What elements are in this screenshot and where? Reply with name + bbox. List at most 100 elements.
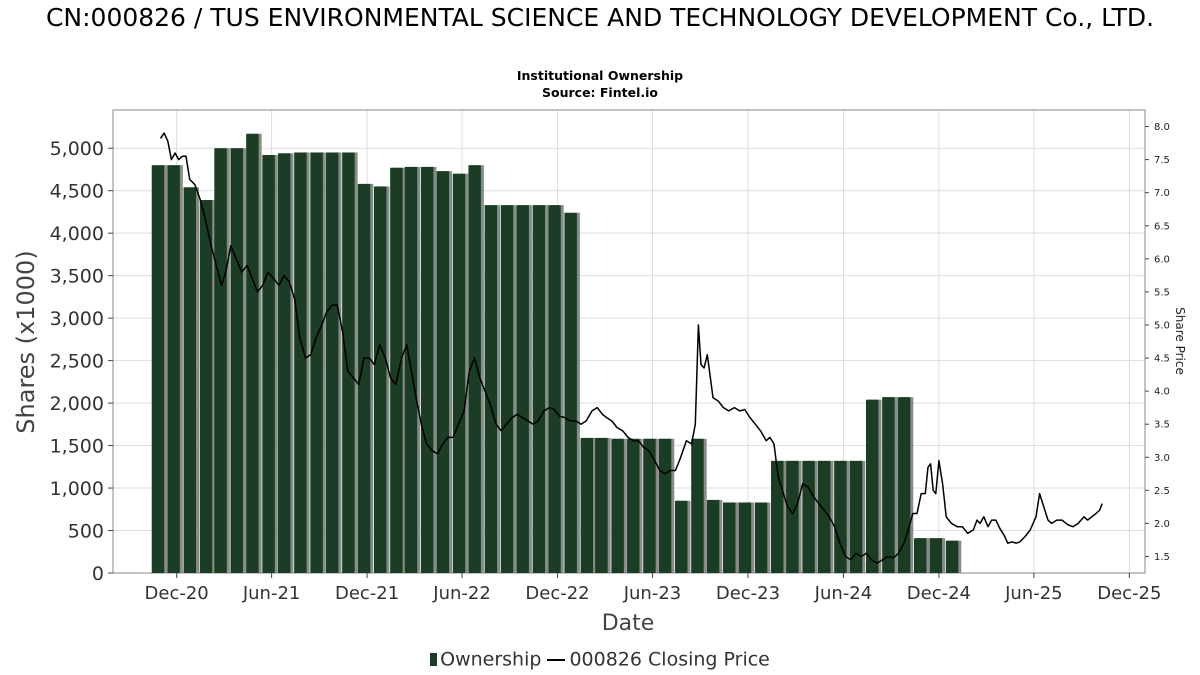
chart-source: Source: Fintel.io bbox=[542, 85, 658, 100]
ownership-legend-label: Ownership bbox=[440, 648, 542, 671]
y-axis-left: 0 500 1,000 1,500 2,000 2,500 3,000 3,500 4,000 4… bbox=[50, 138, 113, 585]
x-axis: Dec-20 Jun-21 Dec-21 Jun-22 Dec-22 Jun-23 Dec-… bbox=[145, 573, 1161, 604]
ownership-bar bbox=[754, 502, 768, 573]
y2-tick-label: 1.5 bbox=[1154, 552, 1170, 563]
ownership-bar bbox=[595, 437, 608, 573]
ownership-bar bbox=[325, 152, 339, 574]
x-tick-label: Dec-21 bbox=[335, 583, 399, 604]
x-tick-label: Jun-24 bbox=[814, 583, 873, 604]
ownership-bar bbox=[929, 538, 943, 573]
y-tick-label: 5,000 bbox=[50, 138, 104, 160]
price-legend-label: 000826 Closing Price bbox=[569, 648, 770, 671]
y2-tick-label: 3.0 bbox=[1154, 453, 1170, 464]
ownership-bar bbox=[738, 502, 752, 573]
y-tick-label: 2,500 bbox=[50, 351, 104, 373]
ownership-bar bbox=[452, 173, 466, 574]
ownership-bar bbox=[786, 460, 799, 573]
y-tick-label: 500 bbox=[68, 521, 104, 543]
y-tick-label: 3,500 bbox=[50, 266, 104, 288]
y-axis-right: 1.5 2.0 2.5 3.0 3.5 4.0 4.5 5.0 5.5 6.0 6.5 7.0 7.5 8… bbox=[1145, 122, 1170, 563]
price-line bbox=[159, 132, 1103, 564]
ownership-bar bbox=[658, 438, 672, 573]
ownership-bar bbox=[691, 438, 704, 573]
ownership-bar bbox=[310, 152, 323, 574]
ownership-bar bbox=[342, 152, 355, 574]
ownership-bar bbox=[151, 165, 165, 573]
y-tick-label: 0 bbox=[92, 563, 104, 585]
ownership-bars bbox=[151, 133, 962, 574]
y2-tick-label: 6.0 bbox=[1154, 254, 1170, 265]
y-tick-label: 1,000 bbox=[50, 478, 104, 500]
ownership-bar bbox=[262, 155, 275, 573]
chart-subtitle: Institutional Ownership bbox=[516, 68, 684, 83]
x-tick-label: Jun-25 bbox=[1004, 583, 1063, 604]
ownership-bar bbox=[723, 502, 736, 573]
ownership-bar bbox=[214, 148, 227, 573]
ownership-bar bbox=[580, 437, 594, 573]
y-tick-label: 4,000 bbox=[50, 223, 104, 245]
ownership-bar bbox=[849, 460, 863, 573]
y-axis-label: Shares (x1000) bbox=[12, 250, 40, 433]
chart-title: CN:000826 / TUS ENVIRONMENTAL SCIENCE AN… bbox=[45, 3, 1155, 32]
ownership-bar bbox=[706, 499, 720, 573]
ownership-bar bbox=[913, 538, 927, 573]
ownership-bar bbox=[643, 438, 656, 573]
ownership-bar bbox=[500, 205, 514, 573]
y2-tick-label: 7.5 bbox=[1154, 155, 1170, 166]
ownership-bar bbox=[484, 205, 498, 573]
ownership-bar bbox=[246, 133, 259, 573]
y2-tick-label: 3.5 bbox=[1154, 420, 1170, 431]
y-tick-label: 1,500 bbox=[50, 436, 104, 458]
ownership-bar bbox=[771, 460, 784, 573]
ownership-bar bbox=[390, 167, 403, 574]
y2-tick-label: 5.0 bbox=[1154, 320, 1170, 331]
ownership-bar bbox=[183, 187, 197, 573]
y2-tick-label: 7.0 bbox=[1154, 188, 1170, 199]
ownership-bar bbox=[230, 148, 243, 573]
price-legend-swatch bbox=[547, 658, 566, 661]
ownership-bar bbox=[548, 205, 561, 573]
y2-tick-label: 2.0 bbox=[1154, 519, 1170, 530]
ownership-bar bbox=[516, 205, 529, 573]
ownership-bar bbox=[420, 166, 434, 574]
x-tick-label: Jun-23 bbox=[623, 583, 682, 604]
x-tick-label: Jun-21 bbox=[242, 583, 301, 604]
ownership-bar bbox=[373, 186, 387, 573]
ownership-bar bbox=[436, 171, 450, 573]
ownership-bar bbox=[882, 397, 895, 573]
ownership-bar bbox=[277, 153, 291, 573]
x-tick-label: Jun-22 bbox=[432, 583, 491, 604]
y-tick-label: 2,000 bbox=[50, 393, 104, 415]
ownership-bar bbox=[611, 438, 624, 573]
ownership-bar bbox=[294, 152, 307, 574]
ownership-legend-swatch bbox=[430, 653, 438, 666]
x-axis-label: Date bbox=[602, 611, 655, 636]
ownership-bar bbox=[834, 460, 847, 573]
ownership-bar bbox=[532, 205, 546, 573]
y2-tick-label: 5.5 bbox=[1154, 287, 1170, 298]
ownership-bar bbox=[865, 399, 879, 573]
x-tick-label: Dec-24 bbox=[907, 583, 971, 604]
ownership-bar bbox=[945, 540, 959, 573]
y2-axis-label: Share Price bbox=[1173, 307, 1187, 375]
price-line-path bbox=[159, 132, 1103, 564]
chart-legend: Ownership 000826 Closing Price bbox=[0, 648, 1200, 671]
y2-tick-label: 4.5 bbox=[1154, 354, 1170, 365]
y-tick-label: 3,000 bbox=[50, 308, 104, 330]
ownership-bar bbox=[627, 438, 640, 573]
ownership-bar bbox=[564, 212, 577, 573]
y2-tick-label: 6.5 bbox=[1154, 221, 1170, 232]
ownership-bar bbox=[199, 200, 213, 573]
y-tick-label: 4,500 bbox=[50, 181, 104, 203]
x-tick-label: Dec-20 bbox=[145, 583, 209, 604]
y2-tick-label: 2.5 bbox=[1154, 486, 1170, 497]
ownership-bar bbox=[817, 460, 831, 573]
ownership-bar bbox=[675, 500, 688, 573]
x-tick-label: Dec-22 bbox=[525, 583, 589, 604]
ownership-bar bbox=[167, 165, 180, 573]
ownership-bar bbox=[897, 397, 911, 573]
x-tick-label: Dec-23 bbox=[716, 583, 780, 604]
ownership-bar bbox=[468, 165, 481, 573]
x-tick-label: Dec-25 bbox=[1097, 583, 1161, 604]
